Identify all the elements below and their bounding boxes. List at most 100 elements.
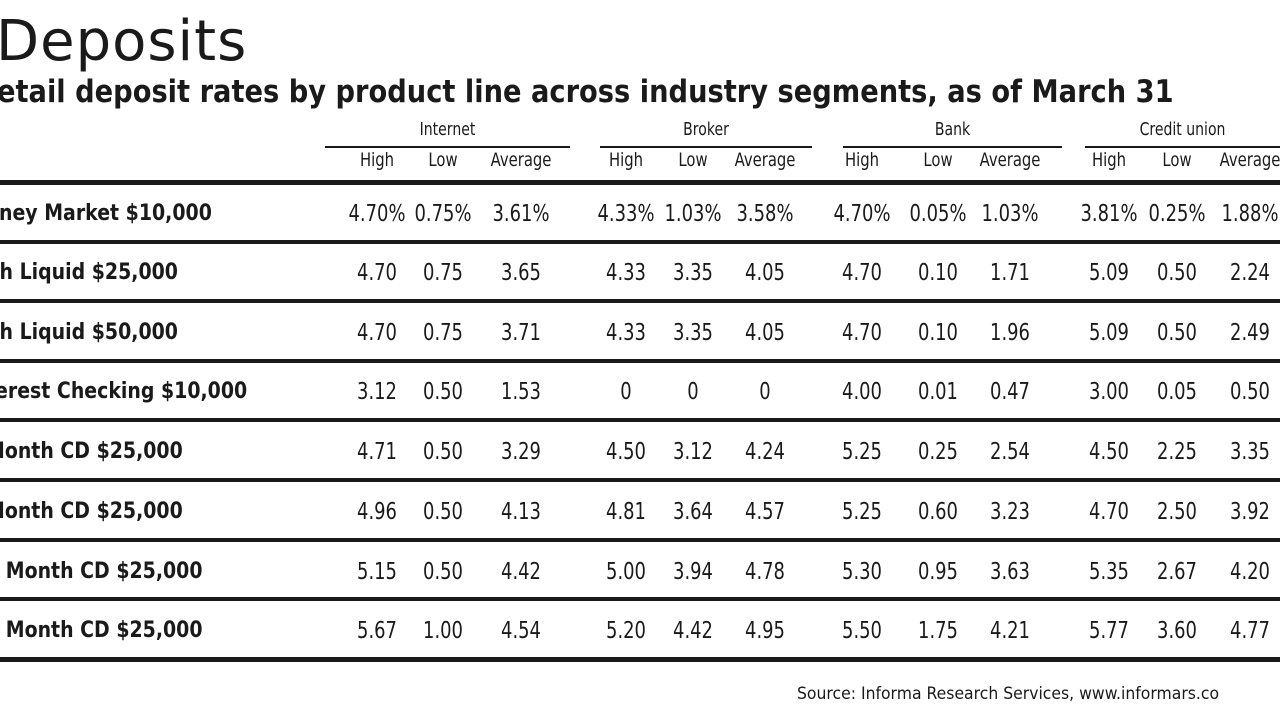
row-divider [0,180,1280,185]
table-cell: 3.23 [990,499,1030,525]
column-label-average: Average [490,149,552,171]
table-cell: 4.81 [606,499,646,525]
page-subtitle: etail deposit rates by product line acro… [0,74,1174,110]
table-cell: 3.63 [990,559,1030,585]
table-cell: 0.50 [423,499,463,525]
row-divider [0,657,1280,662]
table-cell: 0.50 [423,559,463,585]
row-label: 2 Month CD $25,000 [0,559,203,584]
segment-label: Broker [683,119,729,140]
table-cell: 5.15 [357,559,397,585]
table-cell: 5.09 [1089,320,1129,346]
table-cell: 5.35 [1089,559,1129,585]
table-cell: 3.60 [1157,618,1197,644]
column-label-high: High [1091,149,1127,171]
column-label-low: Low [923,149,953,171]
row-divider [0,478,1280,482]
row-divider [0,597,1280,601]
table-cell: 0.50 [1157,320,1197,346]
table-cell: 1.88% [1221,201,1279,227]
table-cell: 2.25 [1157,439,1197,465]
table-cell: 5.09 [1089,260,1129,286]
table-cell: 4.05 [745,260,785,286]
table-cell: 0.10 [918,260,958,286]
table-cell: 4.20 [1230,559,1270,585]
table-cell: 0.25% [1148,201,1206,227]
table-cell: 4.50 [1089,439,1129,465]
segment-underline [600,146,812,148]
table-cell: 2.24 [1230,260,1270,286]
table-cell: 3.94 [673,559,713,585]
table-cell: 4.70 [842,260,882,286]
table-cell: 0.75% [414,201,472,227]
table-cell: 3.71 [501,320,541,346]
table-cell: 4.50 [606,439,646,465]
table-cell: 1.03% [664,201,722,227]
table-cell: 0.10 [918,320,958,346]
row-label: gh Liquid $25,000 [0,260,178,285]
segment-label: Internet [419,119,476,140]
table-cell: 0 [687,379,699,405]
table-cell: 1.71 [990,260,1030,286]
column-label-low: Low [428,149,458,171]
table-cell: 4.42 [501,559,541,585]
table-cell: 3.35 [1230,439,1270,465]
page-title: Deposits [0,9,248,74]
column-label-low: Low [678,149,708,171]
column-label-average: Average [979,149,1041,171]
source-note: Source: Informa Research Services, www.i… [797,684,1220,704]
table-cell: 4.78 [745,559,785,585]
row-label: Month CD $25,000 [0,499,183,524]
table-cell: 4.42 [673,618,713,644]
table-cell: 3.58% [736,201,794,227]
table-cell: 5.00 [606,559,646,585]
table-cell: 0.01 [918,379,958,405]
table-cell: 1.96 [990,320,1030,346]
segment-underline [843,146,1062,148]
table-cell: 0.25 [918,439,958,465]
table-cell: 3.81% [1080,201,1138,227]
table-cell: 0.05 [1157,379,1197,405]
table-cell: 3.00 [1089,379,1129,405]
table-cell: 3.61% [492,201,550,227]
table-cell: 0.50 [1230,379,1270,405]
table-cell: 3.64 [673,499,713,525]
table-cell: 4.57 [745,499,785,525]
column-label-high: High [844,149,880,171]
column-label-average: Average [734,149,796,171]
row-label: gh Liquid $50,000 [0,320,178,345]
table-cell: 4.13 [501,499,541,525]
table-cell: 2.50 [1157,499,1197,525]
row-label: Month CD $25,000 [0,439,183,464]
table-cell: 4.71 [357,439,397,465]
table-cell: 4.05 [745,320,785,346]
row-divider [0,240,1280,244]
table-cell: 5.20 [606,618,646,644]
table-cell: 5.25 [842,499,882,525]
column-label-high: High [359,149,395,171]
table-cell: 0.75 [423,320,463,346]
table-cell: 4.00 [842,379,882,405]
table-cell: 4.70 [357,320,397,346]
table-cell: 4.70% [833,201,891,227]
table-cell: 5.25 [842,439,882,465]
table-cell: 3.29 [501,439,541,465]
segment-underline [325,146,570,148]
row-label: oney Market $10,000 [0,201,212,226]
table-cell: 4.70 [842,320,882,346]
column-label-average: Average [1219,149,1280,171]
table-cell: 0.47 [990,379,1030,405]
table-cell: 1.75 [918,618,958,644]
row-divider [0,359,1280,363]
table-cell: 1.53 [501,379,541,405]
table-cell: 3.92 [1230,499,1270,525]
table-cell: 4.70 [357,260,397,286]
row-divider [0,418,1280,422]
row-label: 0 Month CD $25,000 [0,618,203,643]
table-cell: 1.03% [981,201,1039,227]
table-cell: 4.33 [606,260,646,286]
table-cell: 0.50 [1157,260,1197,286]
table-cell: 4.95 [745,618,785,644]
table-cell: 3.65 [501,260,541,286]
table-cell: 3.35 [673,320,713,346]
